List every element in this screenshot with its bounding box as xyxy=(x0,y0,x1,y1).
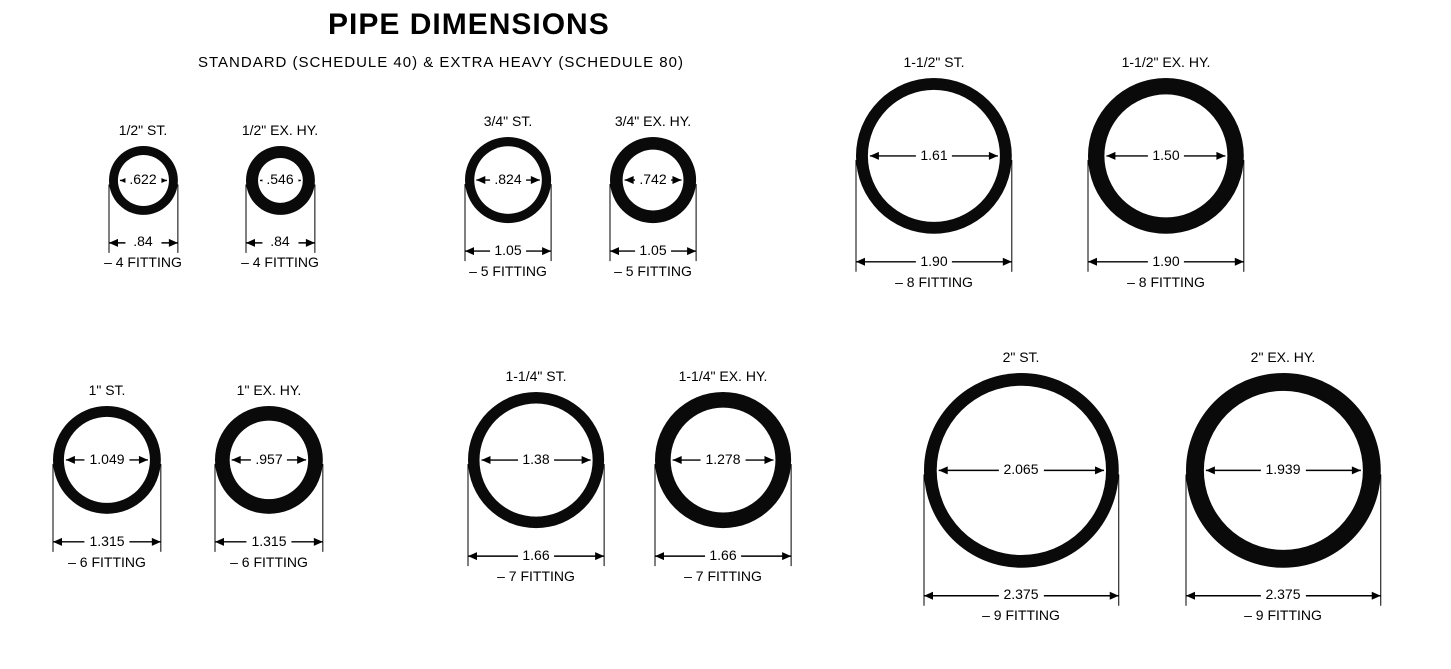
pipe-inner-diameter: .742 xyxy=(550,171,756,187)
pipe-size-label: 1-1/4" EX. HY. xyxy=(595,368,851,384)
pipe-fitting-label: – 7 FITTING xyxy=(595,568,851,584)
pipe-size-label: 2" EX. HY. xyxy=(1126,349,1441,365)
pipe-cross-section: 1-1/2" EX. HY. 1.50 1.90 – 8 FITTING xyxy=(1028,38,1304,312)
pipe-inner-diameter: .546 xyxy=(186,171,375,187)
pipe-inner-diameter: .957 xyxy=(155,451,383,467)
pipe-size-label: 1-1/2" EX. HY. xyxy=(1028,54,1304,70)
diagram-canvas: PIPE DIMENSIONS STANDARD (SCHEDULE 40) & … xyxy=(0,0,1451,669)
page-subtitle: STANDARD (SCHEDULE 40) & EXTRA HEAVY (SC… xyxy=(198,54,684,71)
pipe-inner-diameter: 1.278 xyxy=(595,451,851,467)
pipe-fitting-label: – 9 FITTING xyxy=(1126,607,1441,623)
pipe-fitting-label: – 6 FITTING xyxy=(155,554,383,570)
pipe-size-label: 3/4" EX. HY. xyxy=(550,113,756,129)
pipe-cross-section: 1-1/4" EX. HY. 1.278 1.66 – 7 FITTING xyxy=(595,352,851,606)
pipe-size-label: 1" EX. HY. xyxy=(155,382,383,398)
pipe-cross-section: 1/2" EX. HY. .546 .84 – 4 FITTING xyxy=(186,106,375,293)
pipe-outer-diameter: 2.375 xyxy=(1126,586,1441,602)
pipe-fitting-label: – 4 FITTING xyxy=(186,254,375,270)
pipe-outer-diameter: .84 xyxy=(186,233,375,249)
pipe-outer-diameter: 1.315 xyxy=(155,533,383,549)
pipe-outer-diameter: 1.66 xyxy=(595,547,851,563)
pipe-outer-diameter: 1.05 xyxy=(550,242,756,258)
pipe-inner-diameter: 1.50 xyxy=(1028,147,1304,163)
pipe-fitting-label: – 8 FITTING xyxy=(1028,274,1304,290)
page-title: PIPE DIMENSIONS xyxy=(328,8,610,42)
pipe-cross-section: 2" EX. HY. 1.939 2.375 – 9 FITTING xyxy=(1126,333,1441,646)
pipe-cross-section: 1" EX. HY. .957 1.315 – 6 FITTING xyxy=(155,366,383,592)
pipe-outer-diameter: 1.90 xyxy=(1028,253,1304,269)
pipe-svg xyxy=(1028,38,1304,312)
pipe-cross-section: 3/4" EX. HY. .742 1.05 – 5 FITTING xyxy=(550,97,756,301)
pipe-inner-diameter: 1.939 xyxy=(1126,461,1441,477)
pipe-size-label: 1/2" EX. HY. xyxy=(186,122,375,138)
pipe-fitting-label: – 5 FITTING xyxy=(550,263,756,279)
